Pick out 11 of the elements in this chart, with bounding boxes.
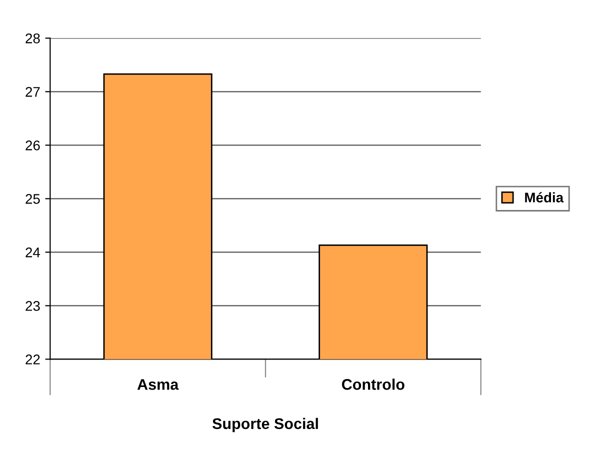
y-tick-label: 24 [26,248,40,258]
y-tick-label: 26 [26,140,40,150]
legend-label: Média [525,192,564,202]
y-tick-label: 27 [26,87,40,97]
y-tick-label: 25 [26,194,40,204]
x-axis-title: Suporte Social [212,418,318,432]
x-tick-label: Asma [137,379,179,390]
y-tick-label: 28 [26,34,40,44]
y-tick-label: 23 [26,301,40,311]
y-tick-label: 22 [26,354,40,364]
x-tick-label: Controlo [342,378,404,390]
